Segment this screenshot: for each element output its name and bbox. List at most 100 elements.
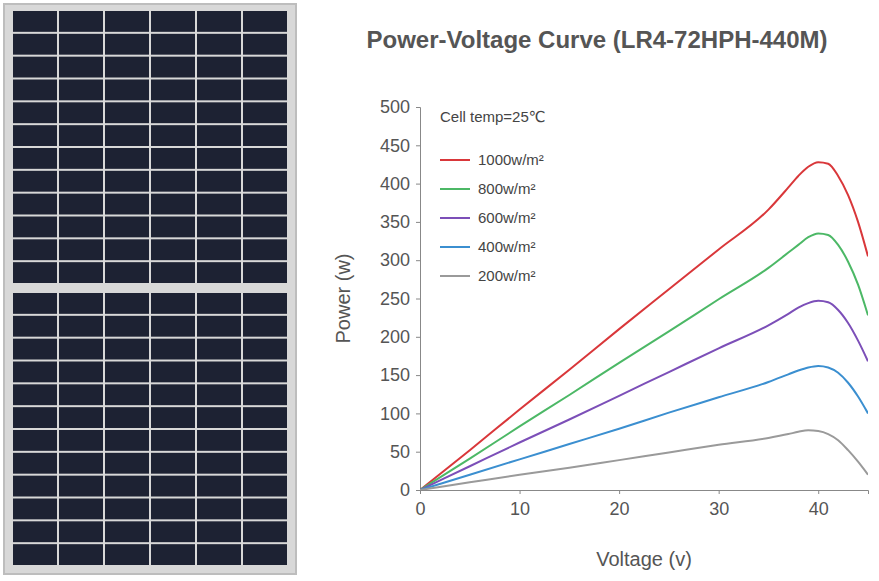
y-tick-label: 0 [400, 480, 410, 500]
panel-cell [13, 521, 57, 542]
panel-cell [13, 102, 57, 123]
panel-cell [13, 171, 57, 192]
panel-cell [151, 148, 195, 169]
y-tick: 100 [380, 404, 420, 424]
x-tick: 20 [610, 490, 630, 519]
panel-cell [105, 171, 149, 192]
panel-cell [151, 125, 195, 146]
y-tick-mark [416, 299, 420, 300]
panel-cell [197, 499, 241, 520]
y-tick-label: 450 [380, 136, 410, 156]
panel-cell [243, 407, 287, 428]
panel-cell [105, 194, 149, 215]
panel-cell [59, 148, 103, 169]
panel-cell [151, 384, 195, 405]
panel-cell [243, 293, 287, 314]
panel-cell [59, 80, 103, 101]
panel-cell [151, 499, 195, 520]
y-tick-mark [416, 375, 420, 376]
y-tick: 500 [380, 97, 420, 117]
panel-cell [151, 171, 195, 192]
panel-cell [105, 384, 149, 405]
panel-cell [243, 544, 287, 565]
panel-cell [105, 430, 149, 451]
legend-swatch [440, 159, 470, 161]
legend-item: 400w/m² [440, 238, 536, 255]
panel-cell [105, 11, 149, 32]
panel-cell [13, 262, 57, 283]
plot-area [420, 162, 868, 490]
panel-cell [197, 476, 241, 497]
panel-cell [105, 80, 149, 101]
panel-cell [105, 499, 149, 520]
panel-cell [243, 171, 287, 192]
x-axis-line [421, 491, 869, 495]
panel-cell [197, 453, 241, 474]
panel-cell [13, 57, 57, 78]
panel-cell [13, 239, 57, 260]
panel-cell [151, 316, 195, 337]
panel-cell [59, 125, 103, 146]
y-tick-label: 350 [380, 212, 410, 232]
panel-cell [197, 262, 241, 283]
panel-cell [59, 407, 103, 428]
panel-cell [13, 544, 57, 565]
panel-cell [59, 339, 103, 360]
panel-cell [105, 239, 149, 260]
panel-cell [243, 476, 287, 497]
panel-cell [243, 499, 287, 520]
y-tick-label: 100 [380, 404, 410, 424]
x-tick-mark [719, 490, 720, 494]
panel-cell [59, 544, 103, 565]
y-tick-label: 150 [380, 365, 410, 385]
series-line [420, 430, 868, 490]
y-tick: 150 [380, 365, 420, 385]
y-tick: 200 [380, 327, 420, 347]
x-tick: 40 [809, 490, 829, 519]
y-tick: 400 [380, 174, 420, 194]
panel-cell [197, 430, 241, 451]
y-tick-label: 50 [390, 442, 410, 462]
panel-cell [59, 521, 103, 542]
panel-cell [197, 102, 241, 123]
panel-cell [151, 521, 195, 542]
panel-cell [13, 194, 57, 215]
panel-cell [59, 171, 103, 192]
panel-cell [59, 293, 103, 314]
legend-label: 200w/m² [478, 267, 536, 284]
x-axis: 010203040 [415, 490, 868, 519]
legend-item: 800w/m² [440, 180, 536, 197]
panel-cell [13, 453, 57, 474]
panel-cell [197, 239, 241, 260]
panel-cell [13, 316, 57, 337]
y-tick-label: 250 [380, 289, 410, 309]
legend-item: 600w/m² [440, 209, 536, 226]
panel-cell [59, 262, 103, 283]
panel-cell [197, 544, 241, 565]
panel-cell [59, 453, 103, 474]
legend-label: 800w/m² [478, 180, 536, 197]
panel-cell [13, 217, 57, 238]
panel-cell [197, 125, 241, 146]
panel-cell [59, 384, 103, 405]
panel-cell [151, 239, 195, 260]
panel-cell [59, 102, 103, 123]
panel-cell [197, 80, 241, 101]
panel-cell [13, 407, 57, 428]
y-tick: 450 [380, 136, 420, 156]
panel-cell [13, 499, 57, 520]
panel-cell [243, 11, 287, 32]
panel-cell [105, 217, 149, 238]
legend-label: 400w/m² [478, 238, 536, 255]
panel-cell [105, 362, 149, 383]
panel-cell [243, 384, 287, 405]
panel-cell [243, 217, 287, 238]
panel-cell [59, 316, 103, 337]
legend: 1000w/m²800w/m²600w/m²400w/m²200w/m² [440, 151, 544, 284]
panel-cell [197, 407, 241, 428]
panel-cell [151, 362, 195, 383]
panel-cell [105, 544, 149, 565]
panel-cell [151, 453, 195, 474]
panel-cell [151, 217, 195, 238]
panel-cell [243, 362, 287, 383]
